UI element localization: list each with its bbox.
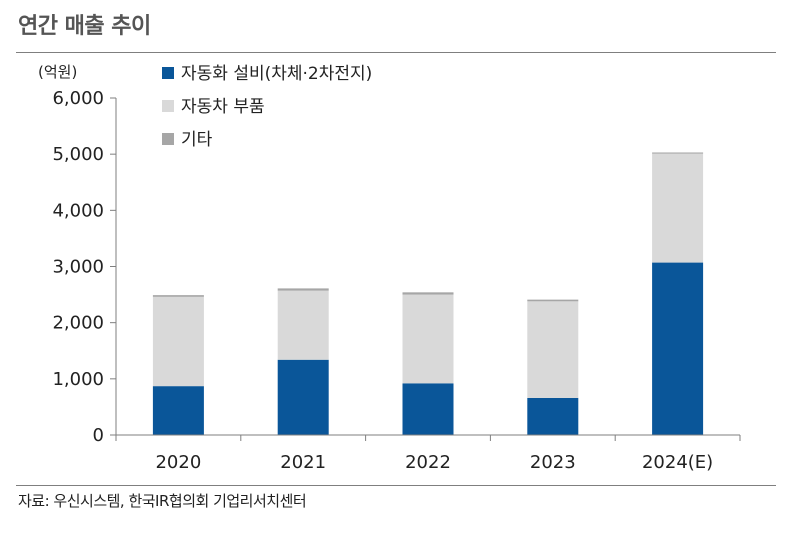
bar-2020-series-1 bbox=[152, 296, 204, 387]
x-tick-label: 2023 bbox=[530, 452, 576, 473]
bar-segments bbox=[152, 152, 704, 435]
y-unit-label: (억원) bbox=[38, 63, 77, 81]
bar-2021-series-1 bbox=[277, 290, 329, 360]
legend-label-2: 기타 bbox=[181, 130, 213, 150]
bar-2022-series-0 bbox=[402, 383, 454, 435]
x-tick-label: 2020 bbox=[155, 452, 201, 473]
source-note: 자료: 우신시스템, 한국IR협의회 기업리서치센터 bbox=[18, 492, 307, 510]
legend-label-1: 자동차 부품 bbox=[181, 97, 265, 117]
title-divider bbox=[16, 52, 776, 53]
x-tick-label: 2024(E) bbox=[642, 452, 713, 473]
x-tick-label: 2022 bbox=[405, 452, 451, 473]
bar-2020-series-0 bbox=[152, 386, 204, 435]
y-tick-label: 5,000 bbox=[52, 144, 104, 165]
legend-swatch-1 bbox=[162, 100, 174, 112]
bar-2024(E)-series-2 bbox=[652, 152, 704, 154]
y-tick-label: 4,000 bbox=[52, 200, 104, 221]
y-tick-label: 3,000 bbox=[52, 257, 104, 278]
y-tick-label: 6,000 bbox=[52, 88, 104, 109]
x-tick-label: 2021 bbox=[280, 452, 326, 473]
bar-2024(E)-series-1 bbox=[652, 153, 704, 263]
footer-divider bbox=[16, 485, 776, 486]
bar-2021-series-0 bbox=[277, 359, 329, 435]
axes bbox=[115, 98, 741, 441]
legend-swatch-2 bbox=[162, 133, 174, 145]
bar-2021-series-2 bbox=[277, 288, 329, 291]
bar-2022-series-2 bbox=[402, 292, 454, 295]
x-axis-labels: 2020 2021 2022 2023 2024(E) bbox=[155, 452, 713, 473]
bar-2023-series-2 bbox=[527, 299, 579, 302]
y-tick-label: 0 bbox=[93, 425, 104, 446]
y-axis-ticks: 0 1,000 2,000 3,000 4,000 5,000 6,000 bbox=[52, 88, 116, 446]
y-tick-label: 1,000 bbox=[52, 369, 104, 390]
bar-2020-series-2 bbox=[152, 295, 204, 297]
chart-title: 연간 매출 추이 bbox=[18, 14, 151, 39]
legend-label-0: 자동화 설비(차체·2차전지) bbox=[181, 64, 372, 84]
bar-2024(E)-series-0 bbox=[652, 262, 704, 435]
y-tick-label: 2,000 bbox=[52, 313, 104, 334]
bar-2022-series-1 bbox=[402, 294, 454, 384]
bar-2023-series-1 bbox=[527, 301, 579, 398]
legend-swatch-0 bbox=[162, 67, 174, 79]
bar-2023-series-0 bbox=[527, 397, 579, 435]
